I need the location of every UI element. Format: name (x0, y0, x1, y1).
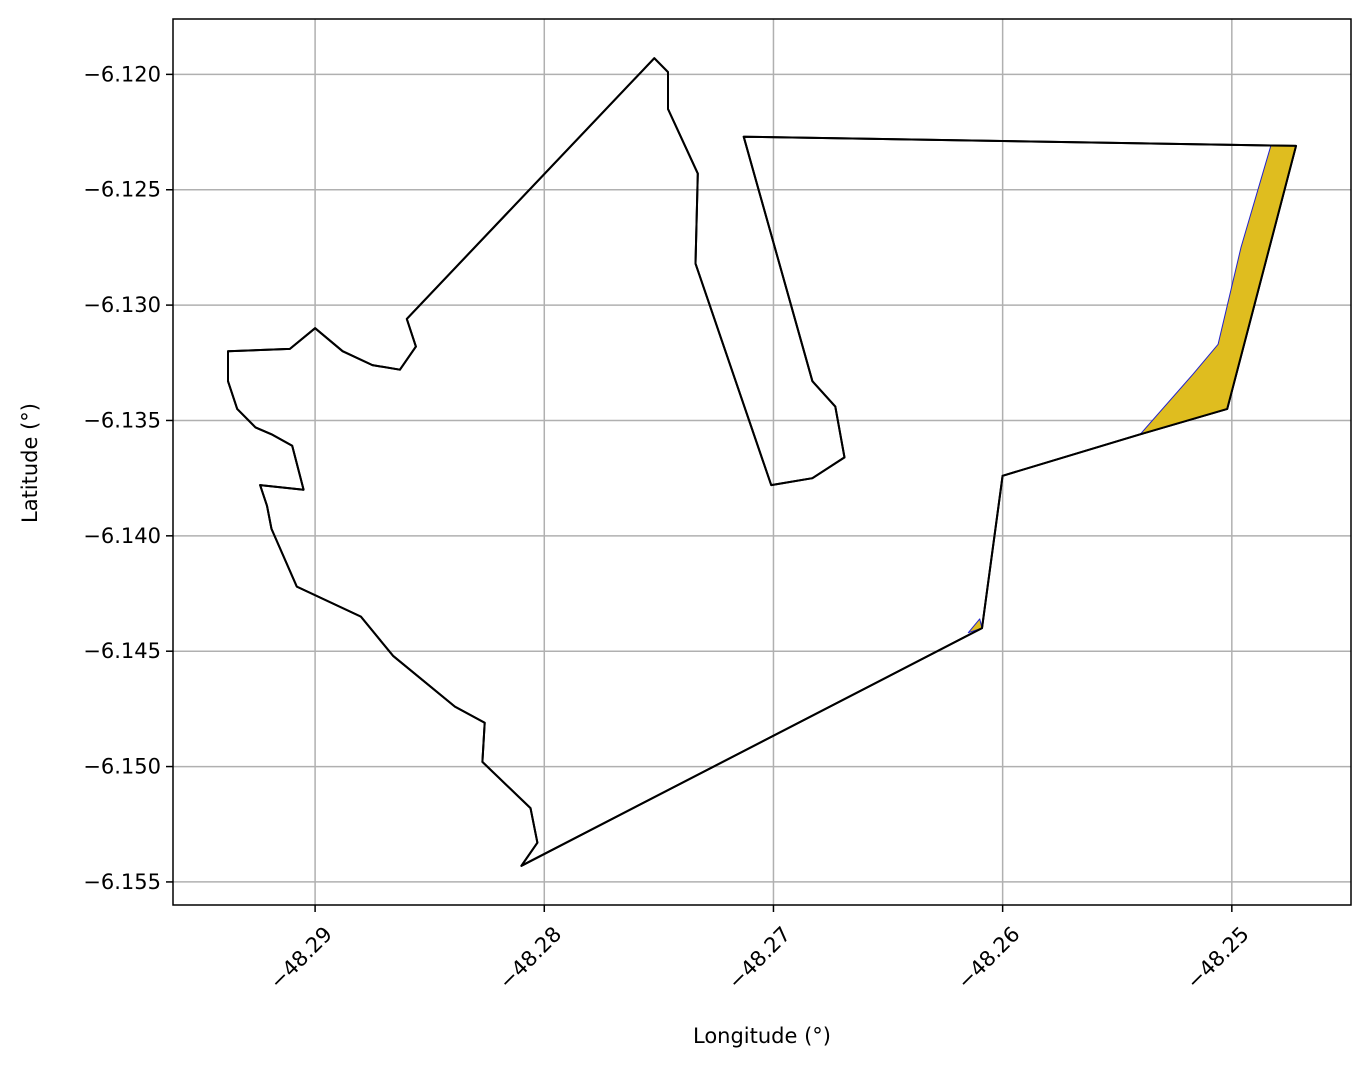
plot-frame (172, 18, 1352, 906)
y-tick-label: −6.140 (83, 524, 161, 548)
y-tick-label: −6.150 (83, 755, 161, 779)
polygon-layer (227, 57, 1297, 867)
overlap-region-polygon (967, 618, 983, 634)
x-axis-label: Longitude (°) (693, 1024, 831, 1048)
grid (173, 19, 1351, 905)
y-axis-label: Latitude (°) (18, 403, 42, 523)
y-tick-label: −6.130 (83, 293, 161, 317)
y-tick-label: −6.145 (83, 639, 161, 663)
y-tick-label: −6.135 (83, 408, 161, 432)
y-tick-label: −6.120 (83, 62, 161, 86)
y-tick-label: −6.155 (83, 870, 161, 894)
boundary-outline (227, 57, 1297, 867)
y-tick-label: −6.125 (83, 178, 161, 202)
